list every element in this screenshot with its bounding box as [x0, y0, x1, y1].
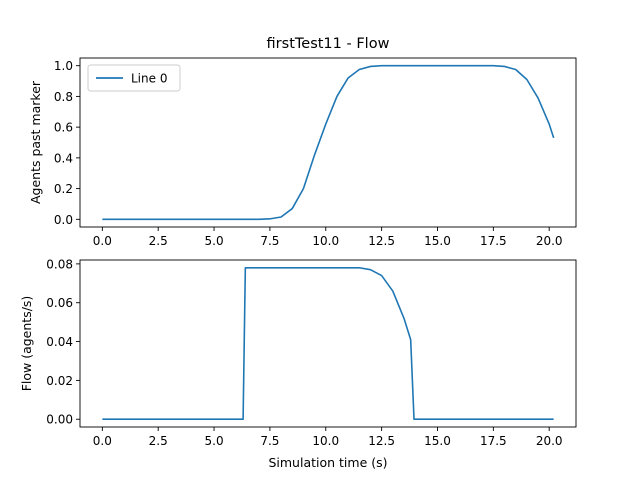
axes-frame — [79, 259, 577, 428]
x-tick-label: 5.0 — [205, 434, 224, 448]
x-tick-label: 5.0 — [205, 234, 224, 248]
y-tick-label: 0.4 — [54, 151, 73, 165]
x-tick-label: 7.5 — [260, 434, 279, 448]
y-tick-label: 0.08 — [46, 257, 73, 271]
legend-entry: Line 0 — [131, 72, 167, 86]
y-tick-label: 0.06 — [46, 296, 73, 310]
x-tick-label: 12.5 — [368, 434, 395, 448]
x-tick-label: 17.5 — [480, 434, 507, 448]
y-tick-label: 0.04 — [46, 335, 73, 349]
x-tick-label: 0.0 — [93, 234, 112, 248]
x-tick-label: 2.5 — [149, 434, 168, 448]
y-tick-label: 0.00 — [46, 413, 73, 427]
legend-box — [87, 64, 181, 92]
y-tick-label: 0.0 — [54, 213, 73, 227]
y-tick-label: 0.02 — [46, 374, 73, 388]
legend: Line 0 — [87, 64, 181, 92]
y-tick-label: 0.8 — [54, 90, 73, 104]
axes-frame — [79, 57, 577, 228]
x-tick-label: 7.5 — [260, 234, 279, 248]
x-tick-label: 15.0 — [424, 434, 451, 448]
y-tick-label: 0.6 — [54, 121, 73, 135]
y-axis-label: Flow (agents/s) — [19, 296, 34, 392]
y-axis-label: Agents past marker — [28, 80, 43, 204]
x-axis-label: Simulation time (s) — [268, 455, 387, 470]
x-tick-label: 20.0 — [536, 434, 563, 448]
y-tick-label: 0.2 — [54, 182, 73, 196]
y-tick-label: 1.0 — [54, 59, 73, 73]
x-tick-label: 2.5 — [149, 234, 168, 248]
x-tick-label: 10.0 — [312, 234, 339, 248]
x-tick-label: 17.5 — [480, 234, 507, 248]
x-tick-label: 20.0 — [536, 234, 563, 248]
figure-title: firstTest11 - Flow — [267, 36, 390, 52]
series-line-0 — [102, 64, 555, 221]
x-tick-label: 15.0 — [424, 234, 451, 248]
series-line-0 — [102, 266, 554, 421]
x-tick-label: 0.0 — [93, 434, 112, 448]
top-axes: 0.0 2.5 5.0 7.5 10.0 12.5 15.0 17.5 20.0 0.0 0.2 0.… — [28, 57, 577, 248]
bottom-axes: 0.0 2.5 5.0 7.5 10.0 12.5 15.0 17.5 20.0 0.00 0.02… — [19, 257, 577, 470]
x-tick-label: 12.5 — [368, 234, 395, 248]
x-tick-label: 10.0 — [312, 434, 339, 448]
